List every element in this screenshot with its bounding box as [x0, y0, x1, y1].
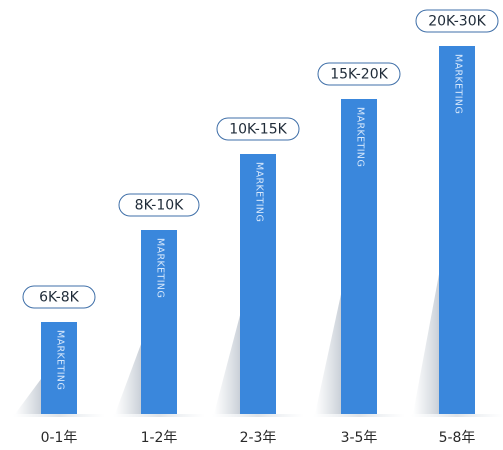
value-label-pill: [216, 117, 300, 141]
bar-text: MARKETING: [155, 238, 166, 298]
bar-text: MARKETING: [355, 107, 366, 167]
value-label-pill: [317, 62, 401, 86]
bar-text: MARKETING: [254, 162, 265, 222]
value-label-pill: [22, 285, 96, 309]
bar-base: [411, 414, 503, 417]
value-label: 20K-30K: [428, 14, 486, 30]
bar-1-2年: [141, 230, 177, 414]
value-label: 6K-8K: [39, 290, 80, 306]
bar-shadow: [214, 315, 240, 414]
bar-shadow: [15, 379, 41, 414]
bar-shadow: [115, 344, 141, 414]
value-labels: 6K-8K 8K-10K 10K-15K 15K-20K 20K-30K: [22, 9, 499, 309]
bar-base: [212, 414, 304, 417]
value-label: 10K-15K: [229, 122, 287, 138]
bars: MARKETING MARKETING MARKETING MARKETING MARK…: [41, 46, 475, 414]
bar-text: MARKETING: [453, 54, 464, 114]
value-label-pill: [118, 193, 200, 217]
bar-text: MARKETING: [55, 330, 66, 390]
bar-5-8年: [439, 46, 475, 414]
category-label: 3-5年: [341, 430, 378, 446]
value-label-pill: [415, 9, 499, 33]
category-label: 1-2年: [141, 430, 178, 446]
value-label: 8K-10K: [135, 198, 184, 214]
bar-0-1年: [41, 322, 77, 414]
bar-3-5年: [341, 99, 377, 414]
bar-shadow: [315, 294, 341, 414]
category-label: 0-1年: [41, 430, 78, 446]
bar-shadows: [15, 274, 439, 414]
bar-base: [313, 414, 405, 417]
bar-base: [113, 414, 205, 417]
category-labels: 0-1年 1-2年 2-3年 3-5年 5-8年: [41, 430, 476, 446]
category-label: 5-8年: [439, 430, 476, 446]
bar-bases: [13, 414, 503, 417]
bar-base: [13, 414, 105, 417]
bar-2-3年: [240, 154, 276, 414]
category-label: 2-3年: [240, 430, 277, 446]
value-label: 15K-20K: [330, 67, 388, 83]
bar-shadow: [413, 274, 439, 414]
